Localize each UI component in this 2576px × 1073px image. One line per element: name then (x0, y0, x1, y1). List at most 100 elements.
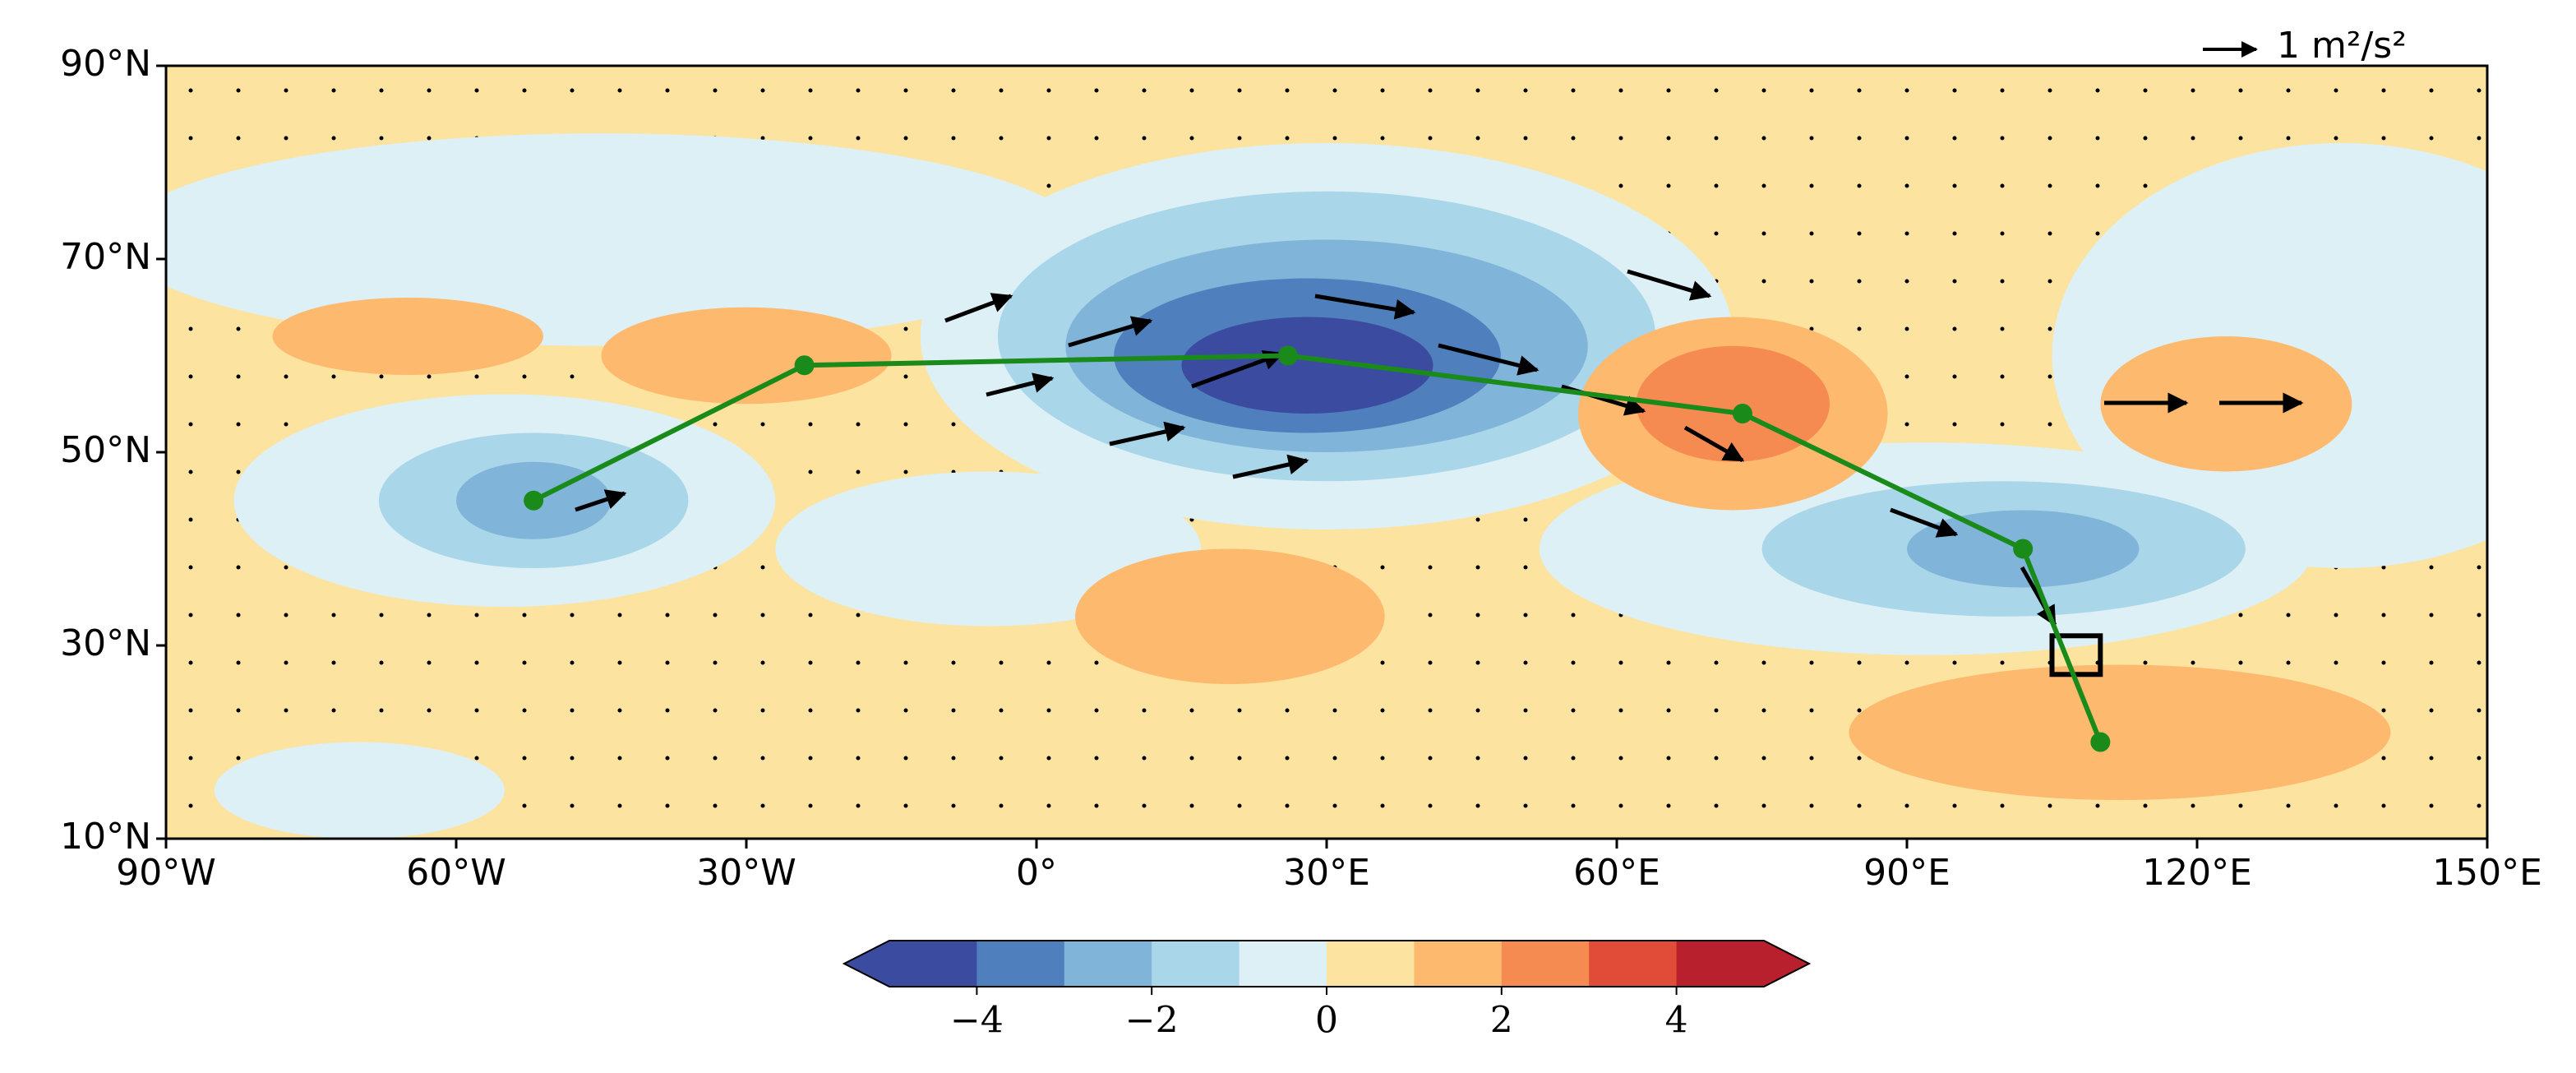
map-field (166, 66, 2487, 839)
vector-dot (522, 708, 527, 713)
vector-dot (2477, 660, 2481, 665)
vector-dot (188, 326, 193, 331)
vector-dot (1761, 803, 1766, 808)
vector-dot (1618, 803, 1623, 808)
vector-dot (1666, 88, 1671, 93)
wave-point (2013, 539, 2034, 559)
vector-dot (1475, 88, 1480, 93)
vector-dot (2477, 613, 2481, 617)
vector-dot (1809, 136, 1814, 141)
vector-dot (570, 708, 575, 713)
vector-dot (2477, 88, 2481, 93)
vector-dot (1475, 613, 1480, 617)
vector-dot (617, 613, 622, 617)
vector-dot (522, 88, 527, 93)
vector-dot (1285, 803, 1290, 808)
vector-dot (2286, 88, 2291, 93)
vector-dot (1761, 660, 1766, 665)
vector-dot (236, 756, 241, 761)
vector-dot (2477, 136, 2481, 141)
vector-dot (1380, 88, 1385, 93)
vector-dot (713, 660, 718, 665)
vector-dot (2429, 565, 2434, 570)
colorbar-bin (1239, 941, 1327, 987)
vector-dot (2047, 803, 2052, 808)
vector-dot (1857, 136, 1862, 141)
vector-dot (2047, 279, 2052, 284)
vector-dot (1809, 279, 1814, 284)
vector-dot (617, 708, 622, 713)
vector-dot (2000, 326, 2005, 331)
vector-dot (2429, 613, 2434, 617)
vector-dot (1428, 660, 1433, 665)
vector-dot (1046, 803, 1051, 808)
vector-dot (1523, 136, 1528, 141)
vector-dot (1142, 708, 1147, 713)
vector-dot (2047, 183, 2052, 188)
vector-dot (1094, 88, 1099, 93)
vector-dot (999, 660, 1004, 665)
vector-dot (808, 756, 813, 761)
vector-dot (1237, 136, 1242, 141)
vector-dot (1714, 660, 1719, 665)
vector-dot (188, 756, 193, 761)
vector-dot (188, 660, 193, 665)
vector-dot (1952, 660, 1957, 665)
vector-dot (903, 326, 908, 331)
vector-dot (1618, 136, 1623, 141)
colorbar-frame (842, 940, 1812, 987)
colorbar-bin (1152, 941, 1240, 987)
wave-point (1732, 404, 1752, 423)
vector-dot (427, 374, 432, 379)
colorbar-tick-label: 4 (1665, 1000, 1688, 1042)
vector-dot (284, 660, 289, 665)
vector-dot (570, 374, 575, 379)
vector-dot (1857, 326, 1862, 331)
x-tick-label: 0° (1016, 852, 1057, 894)
vector-dot (999, 803, 1004, 808)
vector-dot (2381, 708, 2386, 713)
vector-dot (1857, 279, 1862, 284)
vector-dot (236, 565, 241, 570)
vector-dot (617, 88, 622, 93)
vector-dot (2429, 136, 2434, 141)
vector-dot (474, 660, 479, 665)
vector-dot (1046, 88, 1051, 93)
vector-dot (379, 708, 384, 713)
vector-dot (236, 326, 241, 331)
vector-dot (951, 660, 956, 665)
vector-dot (1046, 183, 1051, 188)
vector-dot (1904, 803, 1909, 808)
vector-dot (1761, 756, 1766, 761)
x-tick-label: 90°E (1863, 852, 1950, 894)
vector-dot (2191, 88, 2195, 93)
vector-dot (903, 469, 908, 474)
vector-dot (760, 88, 765, 93)
vector-dot (1809, 231, 1814, 236)
vector-dot (665, 803, 670, 808)
vector-dot (1904, 660, 1909, 665)
vector-dot (2477, 708, 2481, 713)
vector-dot (1666, 136, 1671, 141)
vector-dot (2286, 136, 2291, 141)
vector-dot (427, 613, 432, 617)
vector-dot (665, 613, 670, 617)
vector-dot (2477, 756, 2481, 761)
vector-dot (2047, 136, 2052, 141)
vector-dot (2238, 613, 2243, 617)
vector-dot (2095, 803, 2100, 808)
vector-dot (1380, 565, 1385, 570)
vector-dot (1094, 660, 1099, 665)
vector-dot (1046, 136, 1051, 141)
vector-dot (427, 136, 432, 141)
vector-dot (1189, 136, 1194, 141)
vector-dot (951, 756, 956, 761)
vector-dot (951, 708, 956, 713)
vector-dot (713, 803, 718, 808)
vector-dot (1952, 136, 1957, 141)
vector-dot (284, 136, 289, 141)
vector-dot (1952, 374, 1957, 379)
vector-dot (379, 374, 384, 379)
vector-dot (1952, 326, 1957, 331)
colorbar-tick-label: −2 (1125, 1000, 1179, 1042)
